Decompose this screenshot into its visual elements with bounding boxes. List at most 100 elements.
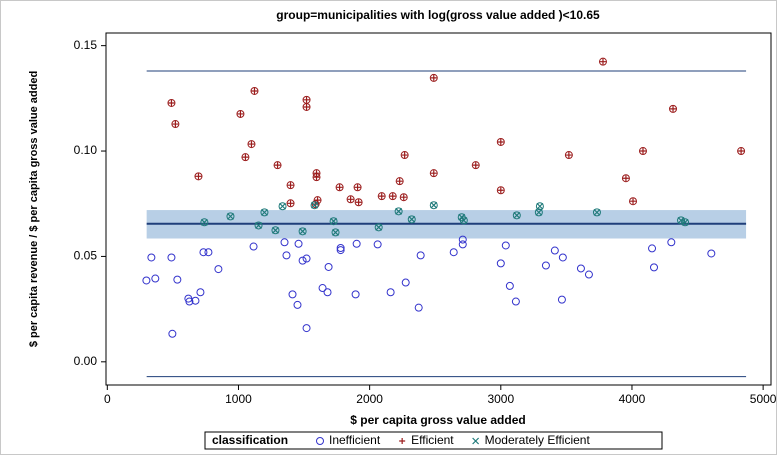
- point: [458, 240, 467, 249]
- marker-circle: [650, 263, 659, 272]
- marker-circle: [335, 183, 344, 192]
- marker-x: [593, 208, 601, 216]
- point: [294, 239, 303, 248]
- marker-circle: [541, 261, 550, 270]
- marker-circle: [260, 208, 269, 217]
- marker-plus: [287, 182, 294, 189]
- point: [629, 197, 638, 206]
- marker-circle: [377, 192, 386, 201]
- y-axis-label: $ per capita revenue / $ per capita gros…: [28, 71, 40, 347]
- point: [199, 248, 208, 257]
- point: [214, 265, 223, 274]
- marker-plus: [274, 162, 281, 169]
- point: [346, 195, 355, 204]
- marker-circle: [249, 242, 258, 251]
- marker-plus: [670, 105, 677, 112]
- marker-plus: [237, 110, 244, 117]
- marker-circle: [336, 246, 345, 255]
- marker-x: [408, 215, 416, 223]
- marker-plus: [354, 184, 361, 191]
- point: [400, 151, 409, 160]
- marker-circle: [638, 147, 647, 156]
- marker-plus: [248, 141, 255, 148]
- marker-circle: [550, 246, 559, 255]
- y-tick-label: 0.15: [74, 38, 98, 52]
- marker-circle: [167, 98, 176, 107]
- point: [395, 177, 404, 186]
- point: [394, 207, 403, 216]
- marker-circle: [185, 297, 194, 306]
- marker-plus: [497, 187, 504, 194]
- point: [151, 274, 160, 283]
- legend-label: Inefficient: [329, 433, 381, 447]
- point: [288, 290, 297, 299]
- marker-circle: [598, 57, 607, 66]
- marker-x: [375, 223, 383, 231]
- legend-label: Efficient: [411, 433, 454, 447]
- point: [638, 147, 647, 156]
- marker-x: [472, 437, 480, 445]
- point: [167, 98, 176, 107]
- marker-circle: [280, 238, 289, 247]
- point: [429, 169, 438, 178]
- marker-circle: [351, 290, 360, 299]
- point: [621, 174, 630, 183]
- point: [318, 284, 327, 293]
- point: [286, 199, 295, 208]
- marker-circle: [241, 153, 250, 162]
- marker-circle: [288, 290, 297, 299]
- marker-circle: [629, 197, 638, 206]
- point: [558, 253, 567, 262]
- marker-plus: [195, 173, 202, 180]
- marker-circle: [621, 174, 630, 183]
- marker-circle: [576, 264, 585, 273]
- point: [168, 329, 177, 338]
- marker-plus: [347, 196, 354, 203]
- point: [147, 253, 156, 262]
- point: [407, 215, 416, 224]
- marker-plus: [472, 162, 479, 169]
- marker-circle: [429, 169, 438, 178]
- marker-circle: [737, 147, 746, 156]
- marker-circle: [395, 177, 404, 186]
- marker-plus: [400, 194, 407, 201]
- point: [386, 288, 395, 297]
- point: [336, 243, 345, 252]
- point: [471, 161, 480, 170]
- point: [354, 198, 363, 207]
- marker-circle: [458, 235, 467, 244]
- marker-plus: [630, 198, 637, 205]
- marker-plus: [399, 438, 406, 444]
- marker-plus: [378, 193, 385, 200]
- point: [669, 104, 678, 113]
- point: [667, 238, 676, 247]
- marker-circle: [302, 254, 311, 263]
- point: [472, 437, 480, 445]
- marker-plus: [287, 200, 294, 207]
- point: [388, 192, 397, 201]
- point: [399, 438, 406, 444]
- point: [331, 228, 340, 237]
- point: [185, 297, 194, 306]
- point: [282, 251, 291, 260]
- marker-x: [430, 201, 438, 209]
- point: [324, 262, 333, 271]
- point: [429, 73, 438, 82]
- x-tick-label: 3000: [487, 392, 514, 406]
- point: [254, 221, 263, 230]
- marker-circle: [449, 248, 458, 257]
- marker-circle: [312, 173, 321, 182]
- marker-plus: [430, 74, 437, 81]
- point: [598, 57, 607, 66]
- point: [226, 212, 235, 221]
- marker-x: [200, 218, 208, 226]
- point: [271, 226, 280, 235]
- point: [707, 249, 716, 258]
- marker-circle: [293, 300, 302, 309]
- point: [352, 239, 361, 248]
- marker-plus: [172, 121, 179, 128]
- point: [496, 137, 505, 146]
- marker-circle: [496, 186, 505, 195]
- point: [316, 437, 324, 445]
